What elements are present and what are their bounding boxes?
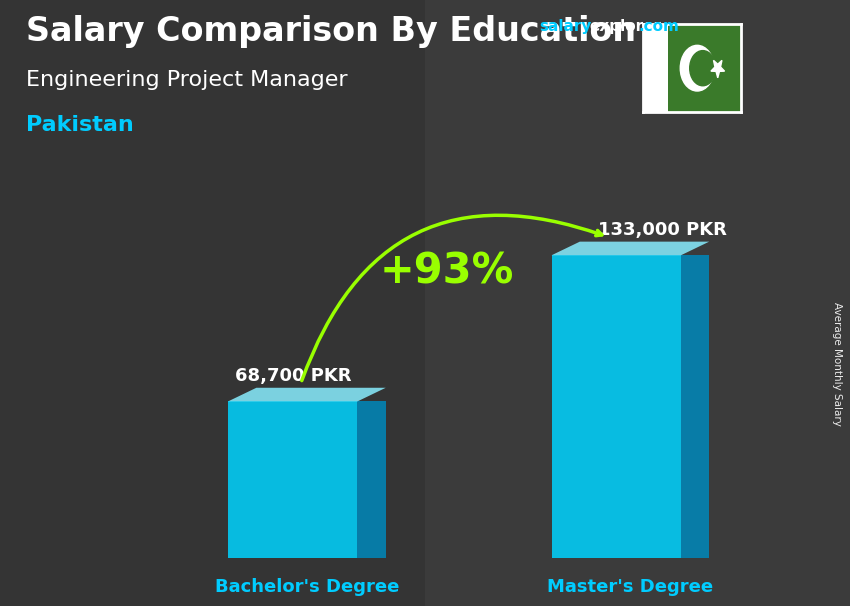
Polygon shape bbox=[711, 61, 724, 78]
Circle shape bbox=[680, 45, 714, 91]
Text: Salary Comparison By Education: Salary Comparison By Education bbox=[26, 15, 636, 48]
Bar bbox=[668, 24, 741, 112]
Polygon shape bbox=[681, 255, 709, 558]
Text: 68,700 PKR: 68,700 PKR bbox=[235, 367, 351, 385]
Polygon shape bbox=[358, 401, 386, 558]
Bar bbox=[552, 255, 681, 558]
Text: Pakistan: Pakistan bbox=[26, 115, 133, 135]
Bar bbox=[0, 0, 425, 606]
Text: Average Monthly Salary: Average Monthly Salary bbox=[832, 302, 842, 425]
Text: Engineering Project Manager: Engineering Project Manager bbox=[26, 70, 347, 90]
Text: +93%: +93% bbox=[379, 250, 513, 293]
Polygon shape bbox=[228, 388, 386, 401]
Circle shape bbox=[689, 51, 716, 85]
Text: Master's Degree: Master's Degree bbox=[547, 578, 713, 596]
Text: salary: salary bbox=[540, 19, 592, 35]
Text: .com: .com bbox=[638, 19, 679, 35]
Text: Bachelor's Degree: Bachelor's Degree bbox=[215, 578, 400, 596]
Bar bbox=[228, 401, 358, 558]
Text: 133,000 PKR: 133,000 PKR bbox=[598, 221, 727, 239]
Polygon shape bbox=[552, 242, 709, 255]
Bar bbox=[425, 0, 850, 606]
Text: explorer: explorer bbox=[589, 19, 661, 35]
